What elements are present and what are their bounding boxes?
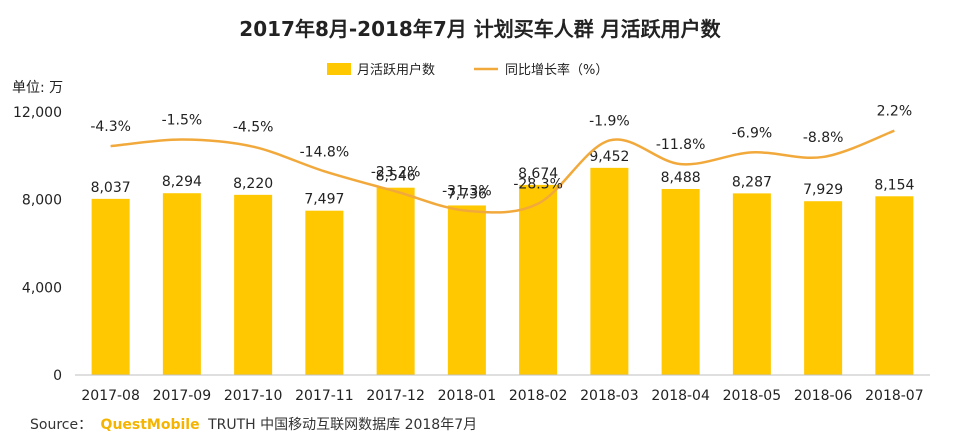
bar	[875, 196, 914, 375]
x-tick-label: 2017-12	[366, 388, 425, 404]
bar-value-label: 9,452	[589, 149, 629, 165]
bar	[234, 194, 273, 375]
y-tick-label: 0	[53, 368, 62, 384]
unit-label: 单位: 万	[12, 80, 63, 96]
chart-title: 2017年8月-2018年7月 计划买车人群 月活跃用户数	[239, 17, 721, 41]
bar	[804, 201, 843, 375]
bar	[519, 184, 558, 375]
source-suffix: TRUTH 中国移动互联网数据库 2018年7月	[208, 417, 478, 433]
y-axis: 0 4,000 8,000 12,000	[13, 105, 62, 384]
bar-value-label: 7,736	[447, 186, 487, 202]
x-tick-label: 2018-06	[794, 388, 853, 404]
bar-value-label: 7,497	[304, 192, 344, 208]
legend-bar-label: 月活跃用户数	[357, 62, 435, 78]
bar	[447, 205, 486, 375]
x-axis: 2017-08 2017-09 2017-10 2017-11 2017-12 2018-…	[75, 374, 930, 404]
legend: 月活跃用户数 同比增长率（%）	[327, 62, 608, 78]
chart: 2017年8月-2018年7月 计划买车人群 月活跃用户数 月活跃用户数 同比增…	[12, 17, 930, 404]
line-value-label: -6.9%	[732, 125, 773, 141]
legend-bar-swatch	[327, 63, 351, 75]
x-tick-label: 2018-07	[865, 388, 924, 404]
bar-value-label: 7,929	[803, 182, 843, 198]
line-value-label: -28.3%	[513, 177, 563, 193]
x-tick-label: 2018-03	[580, 388, 639, 404]
bar-value-label: 8,674	[518, 166, 558, 182]
x-tick-label: 2018-04	[651, 388, 710, 404]
line-value-label: 2.2%	[877, 104, 913, 120]
bar-value-label: 8,546	[376, 169, 416, 185]
growth-rate-line	[110, 129, 895, 214]
bar-value-label: 8,037	[91, 180, 131, 196]
bar-value-label: 8,488	[661, 170, 701, 186]
line-value-label: -14.8%	[300, 144, 350, 160]
x-tick-label: 2018-01	[438, 388, 497, 404]
source-prefix: Source：	[30, 417, 93, 433]
bar	[590, 167, 629, 375]
legend-line-label: 同比增长率（%）	[505, 62, 608, 78]
bar-value-label: 8,154	[874, 177, 914, 193]
bar-value-label: 8,220	[233, 176, 273, 192]
source-note: Source： QuestMobile TRUTH 中国移动互联网数据库 201…	[30, 414, 477, 434]
bar	[91, 198, 130, 375]
line-value-label: -1.9%	[589, 113, 630, 129]
x-tick-label: 2017-09	[153, 388, 212, 404]
x-tick-label: 2018-02	[509, 388, 568, 404]
line-value-label: -8.8%	[803, 130, 844, 146]
line-value-label: -11.8%	[656, 137, 706, 153]
source-brand: QuestMobile	[100, 417, 200, 433]
line-value-label: -31.3%	[442, 184, 492, 200]
x-tick-label: 2017-10	[224, 388, 283, 404]
bar-value-label: 8,294	[162, 174, 202, 190]
x-tick-label: 2018-05	[723, 388, 782, 404]
line-value-label: -23.2%	[371, 164, 421, 180]
line-series: -4.3% -1.5% -4.5% -14.8% -23.2% -31.3% -28.3% -…	[90, 104, 913, 214]
bar-series: 8,037 8,294 8,220 7,497 8,546 7,736 8,674 9,452…	[91, 149, 915, 375]
x-tick-label: 2017-08	[81, 388, 140, 404]
y-tick-label: 8,000	[22, 193, 62, 209]
y-tick-label: 4,000	[22, 280, 62, 296]
x-tick-label: 2017-11	[295, 388, 354, 404]
y-tick-label: 12,000	[13, 105, 62, 121]
bar	[305, 210, 344, 375]
bar	[732, 193, 771, 375]
line-value-label: -4.3%	[90, 119, 131, 135]
bar-value-label: 8,287	[732, 174, 772, 190]
bar	[376, 187, 415, 375]
bar	[661, 188, 700, 375]
bar	[162, 193, 201, 375]
line-value-label: -1.5%	[162, 112, 203, 128]
line-value-label: -4.5%	[233, 120, 274, 136]
